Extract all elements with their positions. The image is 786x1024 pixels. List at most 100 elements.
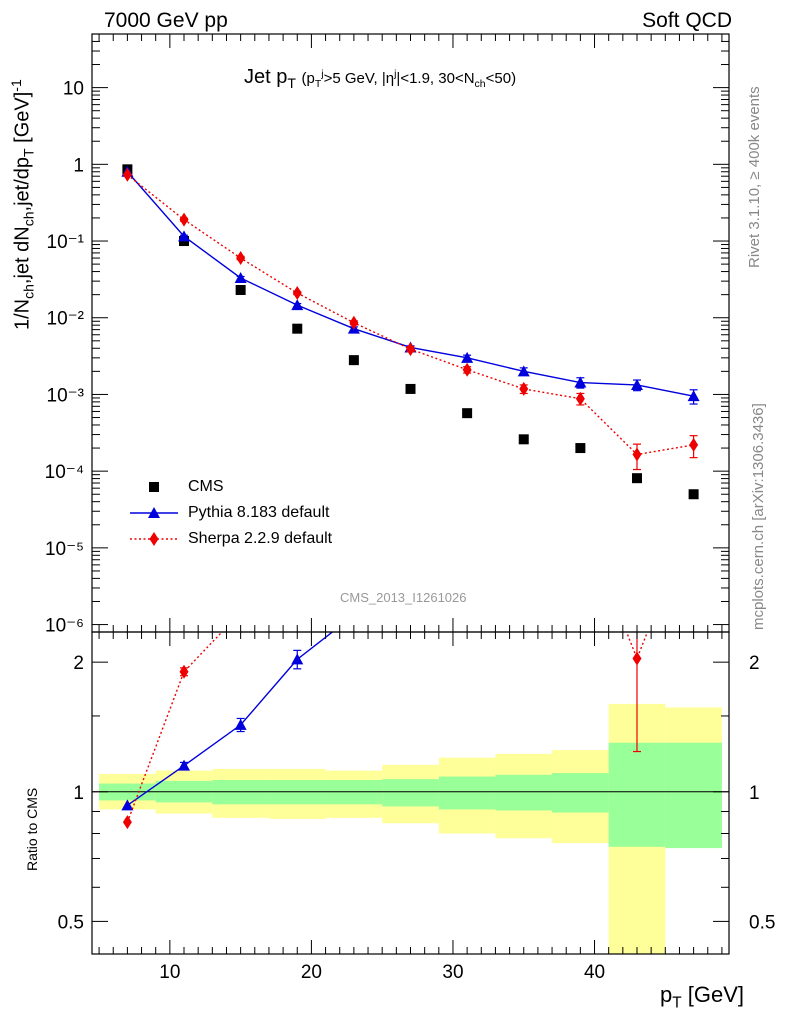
cms-point: [462, 408, 473, 419]
sherpa-point: [632, 447, 642, 462]
cms-point: [518, 434, 529, 445]
ratio-pythia-line: [126, 632, 334, 806]
ratio-sherpa-point: [349, 575, 358, 589]
header-category-label: Soft QCD: [642, 9, 732, 32]
sherpa-point: [519, 381, 529, 396]
ratio-pythia-point: [518, 404, 530, 415]
pythia-point: [630, 378, 643, 390]
analysis-id-watermark: CMS_2013_I1261026: [340, 590, 467, 605]
pythia-point: [574, 376, 587, 388]
main-y-axis-label: 1/Nch,jet dNch,jet/dpT [GeV]-1: [8, 79, 37, 330]
legend-pythia-marker: [148, 507, 160, 518]
sherpa-point: [292, 286, 302, 301]
ratio-y-axis-label: Ratio to CMS: [24, 787, 40, 871]
ratio-sherpa-point: [122, 815, 132, 830]
x-tick-label: 20: [301, 962, 322, 983]
ratio-y-tick-label-left: 2: [73, 653, 84, 674]
ratio-sherpa-point: [689, 508, 698, 522]
ratio-y-tick-label-left: 1: [73, 783, 84, 804]
ratio-y-tick-label-right: 2: [749, 653, 760, 674]
ratio-y-tick-label-right: 1: [749, 783, 760, 804]
pythia-point: [291, 299, 304, 311]
plot-title: Jet pT (pTj>5 GeV, |ηj|<1.9, 30<Nch<50): [244, 66, 516, 91]
ratio-sherpa-point: [293, 584, 302, 598]
cms-point: [235, 284, 246, 295]
ratio-pythia-point: [688, 235, 700, 246]
main-y-tick-label: 10⁻⁵: [45, 539, 84, 560]
band-stat-bin: [495, 774, 553, 811]
main-y-tick-label: 10⁻⁴: [45, 462, 84, 483]
ratio-pythia-point: [405, 553, 417, 564]
axes-frames: 10 20 30 40 10⁻⁶ 10⁻⁵ 10⁻⁴ 10⁻³ 10⁻² 10⁻¹ 1 10 0.5 0.…: [45, 33, 775, 983]
pythia-point: [178, 230, 191, 242]
ratio-y-tick-label-right: 0.5: [749, 912, 775, 933]
ratio-sherpa-point: [236, 605, 245, 619]
legend-sherpa-label: Sherpa 2.2.9 default: [188, 530, 333, 547]
main-y-tick-label: 10⁻⁶: [45, 616, 84, 637]
x-axis-label: pT [GeV]: [659, 982, 744, 1012]
ratio-pythia-point: [631, 263, 643, 274]
title-selection: (pTj>5 GeV, |ηj|<1.9, 30<Nch<50): [301, 68, 517, 90]
legend-pythia-label: Pythia 8.183 default: [188, 504, 330, 521]
ratio-pythia-point: [291, 653, 304, 665]
legend-markers: [130, 482, 178, 546]
sherpa-point: [349, 315, 359, 330]
sherpa-point: [236, 251, 246, 266]
ratio-pythia-point: [348, 609, 360, 620]
ratio-sherpa-point: [406, 561, 415, 575]
sherpa-point: [575, 391, 585, 406]
legend-sherpa-marker: [149, 532, 159, 546]
cms-point: [348, 355, 359, 366]
main-y-tick-label: 10⁻¹: [47, 232, 85, 253]
sherpa-point: [462, 362, 472, 377]
band-stat-bin: [665, 742, 722, 849]
ratio-sherpa-point: [519, 502, 528, 516]
main-series-group: [121, 164, 700, 500]
x-tick-label: 10: [159, 962, 180, 983]
ratio-series-group: [92, 235, 729, 830]
ratio-sherpa-point: [463, 541, 472, 555]
ratio-sherpa-point: [576, 508, 585, 522]
ratio-pythia-point: [574, 418, 586, 429]
ratio-pythia-point: [461, 475, 473, 486]
sherpa-point: [406, 342, 415, 357]
ratio-sherpa-point: [632, 651, 642, 666]
legend-cms-label: CMS: [188, 478, 224, 495]
pythia-line: [126, 171, 694, 397]
x-tick-label: 40: [584, 962, 605, 983]
pythia-point: [461, 351, 474, 363]
band-stat-bin: [382, 779, 439, 807]
main-y-tick-label: 10⁻²: [47, 309, 85, 330]
ratio-sherpa-point: [179, 664, 189, 679]
title-main: Jet p: [244, 66, 288, 88]
mcplots-credit-label: mcplots.cern.ch [arXiv:1306.3436]: [750, 403, 767, 630]
ratio-pythia-point: [121, 799, 134, 811]
legend-cms-marker: [149, 482, 159, 492]
band-stat-bin: [438, 776, 496, 810]
main-y-tick-label: 10⁻³: [47, 385, 85, 406]
pythia-point: [687, 390, 700, 402]
pythia-point: [517, 365, 530, 377]
ratio-pythia-point: [178, 759, 191, 771]
cms-point: [575, 443, 586, 454]
sherpa-point: [122, 167, 132, 182]
title-main-sub: T: [287, 75, 296, 91]
pythia-point: [234, 271, 247, 283]
sherpa-point: [179, 212, 189, 227]
x-tick-label: 30: [442, 962, 463, 983]
header-beam-label: 7000 GeV pp: [104, 9, 228, 32]
band-stat-bin: [608, 742, 666, 847]
ratio-y-tick-label-left: 0.5: [58, 912, 84, 933]
main-y-tick-label: 10: [63, 79, 84, 100]
ratio-pythia-point: [234, 718, 247, 730]
sherpa-point: [689, 437, 699, 452]
cms-point: [688, 489, 699, 500]
cms-point: [631, 473, 642, 484]
cms-point: [292, 323, 303, 334]
cms-point: [405, 383, 416, 394]
ratio-uncertainty-bands: [99, 703, 722, 954]
main-y-tick-label: 1: [73, 155, 84, 176]
sherpa-line: [126, 174, 694, 456]
rivet-version-label: Rivet 3.1.10, ≥ 400k events: [746, 86, 763, 268]
